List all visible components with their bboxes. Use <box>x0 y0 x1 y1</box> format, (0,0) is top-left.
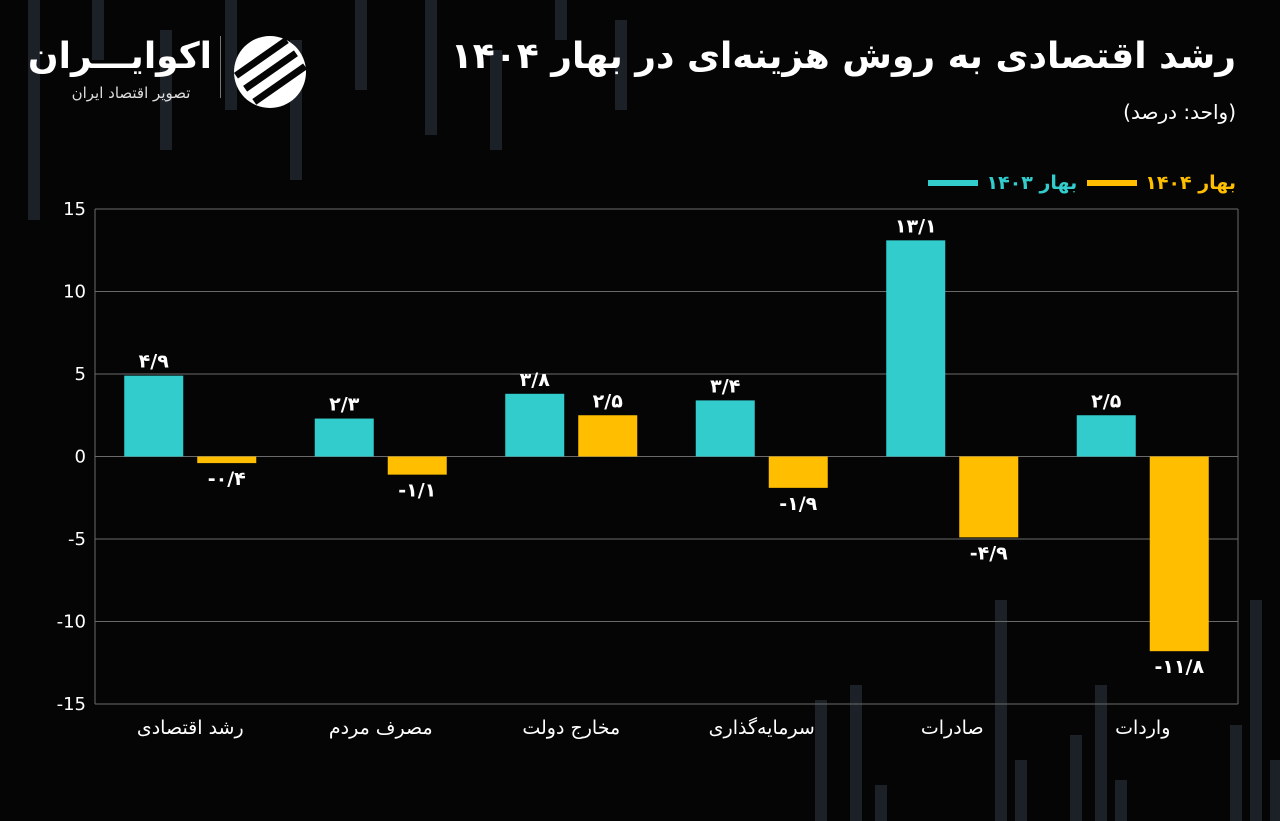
x-category-label: مصرف مردم <box>329 717 433 739</box>
logo-mark-icon <box>233 36 308 108</box>
decorative-candle <box>490 50 502 150</box>
bar-1404 <box>1149 456 1209 652</box>
x-category-label: رشد اقتصادی <box>137 717 244 739</box>
legend: بهار ۱۴۰۴ بهار ۱۴۰۳ <box>928 172 1236 194</box>
decorative-candle <box>815 700 827 821</box>
legend-swatch-1403 <box>928 180 979 186</box>
decorative-candle <box>555 0 567 40</box>
x-category-label: صادرات <box>921 717 984 739</box>
bar-1403 <box>505 393 565 457</box>
unit-label: (واحد: درصد) <box>1123 100 1236 124</box>
logo: اکوایـــران تصویر اقتصاد ایران <box>27 32 320 112</box>
bar-1403 <box>886 240 946 457</box>
bar-1403 <box>314 418 374 457</box>
logo-name: اکوایـــران <box>27 36 212 77</box>
data-label: ۲/۵ <box>593 390 624 412</box>
y-tick-label: -10 <box>57 612 86 633</box>
decorative-candle <box>355 0 367 90</box>
data-label: -۱۱/۸ <box>1154 656 1204 678</box>
data-label: -۱/۱ <box>398 480 436 502</box>
logo-tagline: تصویر اقتصاد ایران <box>71 84 191 102</box>
data-label: -۱/۹ <box>779 493 817 515</box>
y-tick-label: -5 <box>68 529 86 550</box>
bar-1404 <box>578 415 638 457</box>
x-category-label: واردات <box>1115 717 1170 739</box>
bar-1403 <box>124 375 184 457</box>
legend-item-1404: بهار ۱۴۰۴ <box>1087 172 1236 194</box>
decorative-candle <box>1015 760 1027 821</box>
x-category-label: مخارج دولت <box>522 717 620 739</box>
decorative-candle <box>875 785 887 821</box>
data-label: ۲/۵ <box>1091 390 1122 412</box>
data-label: ۳/۸ <box>520 369 551 391</box>
bar-1404 <box>387 456 447 475</box>
legend-item-1403: بهار ۱۴۰۳ <box>928 172 1077 194</box>
chart-title: رشد اقتصادی به روش هزینه‌ای در بهار ۱۴۰۴ <box>450 36 1236 77</box>
decorative-candle <box>92 0 104 60</box>
decorative-candle <box>1250 600 1262 821</box>
decorative-candle <box>1095 685 1107 821</box>
legend-label-1403: بهار ۱۴۰۳ <box>986 172 1078 194</box>
y-tick-label: 10 <box>63 282 86 303</box>
decorative-candle <box>28 0 40 220</box>
bar-1404 <box>768 456 828 488</box>
bar-1404 <box>959 456 1019 538</box>
decorative-candle <box>615 20 627 110</box>
bar-1403 <box>695 400 755 457</box>
data-label: -۴/۹ <box>970 542 1008 564</box>
data-label: ۱۳/۱ <box>895 215 937 237</box>
decorative-candle <box>1070 735 1082 821</box>
decorative-candle <box>225 0 237 110</box>
data-label: ۲/۳ <box>329 394 360 416</box>
decorative-candle <box>1270 760 1280 821</box>
data-label: -۰/۴ <box>208 468 246 490</box>
data-label: ۳/۴ <box>710 375 740 397</box>
legend-label-1404: بهار ۱۴۰۴ <box>1145 172 1236 194</box>
decorative-candle <box>425 0 437 135</box>
y-tick-label: 5 <box>75 364 86 385</box>
bar-1404 <box>197 456 257 464</box>
decorative-candle <box>995 600 1007 821</box>
y-tick-label: -15 <box>57 694 86 715</box>
x-category-label: سرمایه‌گذاری <box>709 716 815 739</box>
decorative-candle <box>160 30 172 150</box>
logo-divider <box>220 36 221 98</box>
legend-swatch-1404 <box>1087 180 1138 186</box>
decorative-candle <box>1115 780 1127 821</box>
data-label: ۴/۹ <box>139 351 170 373</box>
y-tick-label: 15 <box>63 199 86 220</box>
decorative-candle <box>1230 725 1242 821</box>
y-tick-label: 0 <box>75 447 86 468</box>
decorative-candle <box>850 685 862 821</box>
bar-1403 <box>1076 415 1136 457</box>
